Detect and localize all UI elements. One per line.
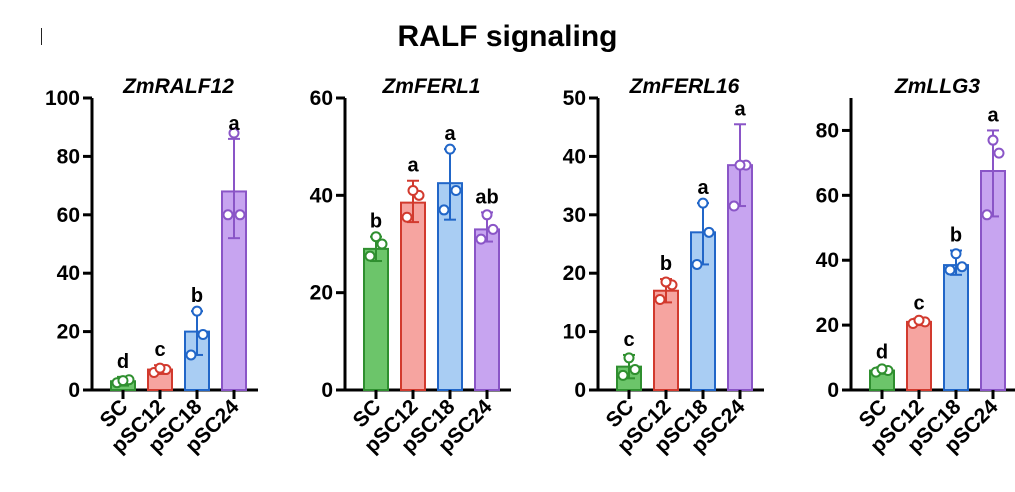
data-point — [623, 352, 635, 364]
significance-letter: a — [228, 113, 240, 135]
significance-letter: c — [913, 293, 924, 315]
bar-pSC12 — [906, 320, 932, 391]
bar-pSC18 — [943, 264, 969, 392]
significance-letter: b — [660, 253, 672, 275]
data-point — [407, 184, 419, 196]
panel-title: ZmFERL16 — [629, 75, 740, 98]
data-point — [654, 293, 666, 305]
significance-letter: c — [623, 329, 634, 351]
data-point — [950, 248, 962, 260]
y-tick-label: 80 — [816, 119, 839, 142]
bar-pSC24 — [474, 228, 500, 391]
data-point — [154, 362, 166, 374]
y-tick-label: 100 — [45, 87, 80, 110]
data-point — [438, 204, 450, 216]
y-tick-label: 0 — [321, 379, 333, 402]
data-point — [617, 369, 629, 381]
significance-letter: ab — [475, 186, 498, 208]
data-point — [185, 349, 197, 361]
significance-letter: a — [734, 98, 746, 120]
data-point — [913, 314, 925, 326]
significance-letter: b — [950, 224, 962, 246]
y-tick-label: 20 — [563, 262, 586, 285]
data-point — [197, 329, 209, 341]
significance-letter: a — [444, 123, 456, 145]
data-point — [450, 184, 462, 196]
y-tick-label: 50 — [563, 87, 586, 110]
bar-SC — [363, 247, 389, 391]
data-point — [703, 226, 715, 238]
y-tick-label: 60 — [310, 87, 333, 110]
data-point — [993, 147, 1005, 159]
y-tick-label: 40 — [57, 262, 80, 285]
data-point — [222, 209, 234, 221]
bar-pSC12 — [400, 201, 426, 391]
data-point — [401, 211, 413, 223]
data-point — [376, 238, 388, 250]
data-point — [660, 276, 672, 288]
figure-title: RALF signaling — [397, 20, 618, 53]
y-tick-label: 40 — [563, 145, 586, 168]
y-tick-label: 20 — [57, 321, 80, 344]
y-tick-label: 60 — [57, 204, 80, 227]
data-point — [697, 197, 709, 209]
data-point — [364, 250, 376, 262]
data-point — [734, 159, 746, 171]
data-point — [444, 143, 456, 155]
data-point — [475, 233, 487, 245]
y-tick-label: 60 — [816, 184, 839, 207]
data-point — [117, 375, 129, 387]
y-tick-label: 20 — [310, 282, 333, 305]
data-point — [234, 209, 246, 221]
data-point — [981, 209, 993, 221]
significance-letter: a — [697, 177, 709, 199]
y-tick-label: 0 — [68, 379, 80, 402]
data-point — [728, 200, 740, 212]
significance-letter: a — [987, 104, 999, 126]
y-tick-label: 20 — [816, 314, 839, 337]
significance-letter: a — [407, 155, 419, 177]
panel-title: ZmLLG3 — [894, 75, 980, 98]
significance-letter: b — [191, 285, 203, 307]
significance-letter: c — [154, 339, 165, 361]
data-point — [481, 209, 493, 221]
panel-title: ZmRALF12 — [122, 75, 234, 98]
panel-1: ZmRALF12020406080100dSCcpSC12bpSC18apSC2… — [45, 75, 258, 458]
data-point — [370, 231, 382, 243]
y-tick-label: 40 — [816, 249, 839, 272]
data-point — [944, 264, 956, 276]
y-tick-label: 80 — [57, 145, 80, 168]
data-point — [228, 127, 240, 139]
y-tick-label: 30 — [563, 204, 586, 227]
y-tick-label: 0 — [574, 379, 586, 402]
data-point — [191, 305, 203, 317]
significance-letter: d — [117, 351, 129, 373]
data-point — [987, 134, 999, 146]
data-point — [876, 363, 888, 375]
panel-title: ZmFERL1 — [381, 75, 480, 98]
text-cursor-mark — [41, 28, 42, 45]
y-tick-label: 0 — [827, 379, 839, 402]
data-point — [487, 223, 499, 235]
y-tick-label: 10 — [563, 321, 586, 344]
y-tick-label: 40 — [310, 184, 333, 207]
bar-pSC12 — [653, 289, 679, 391]
data-point — [691, 258, 703, 270]
significance-letter: b — [370, 211, 382, 233]
data-point — [956, 261, 968, 273]
data-point — [629, 364, 641, 376]
significance-letter: d — [876, 341, 888, 363]
